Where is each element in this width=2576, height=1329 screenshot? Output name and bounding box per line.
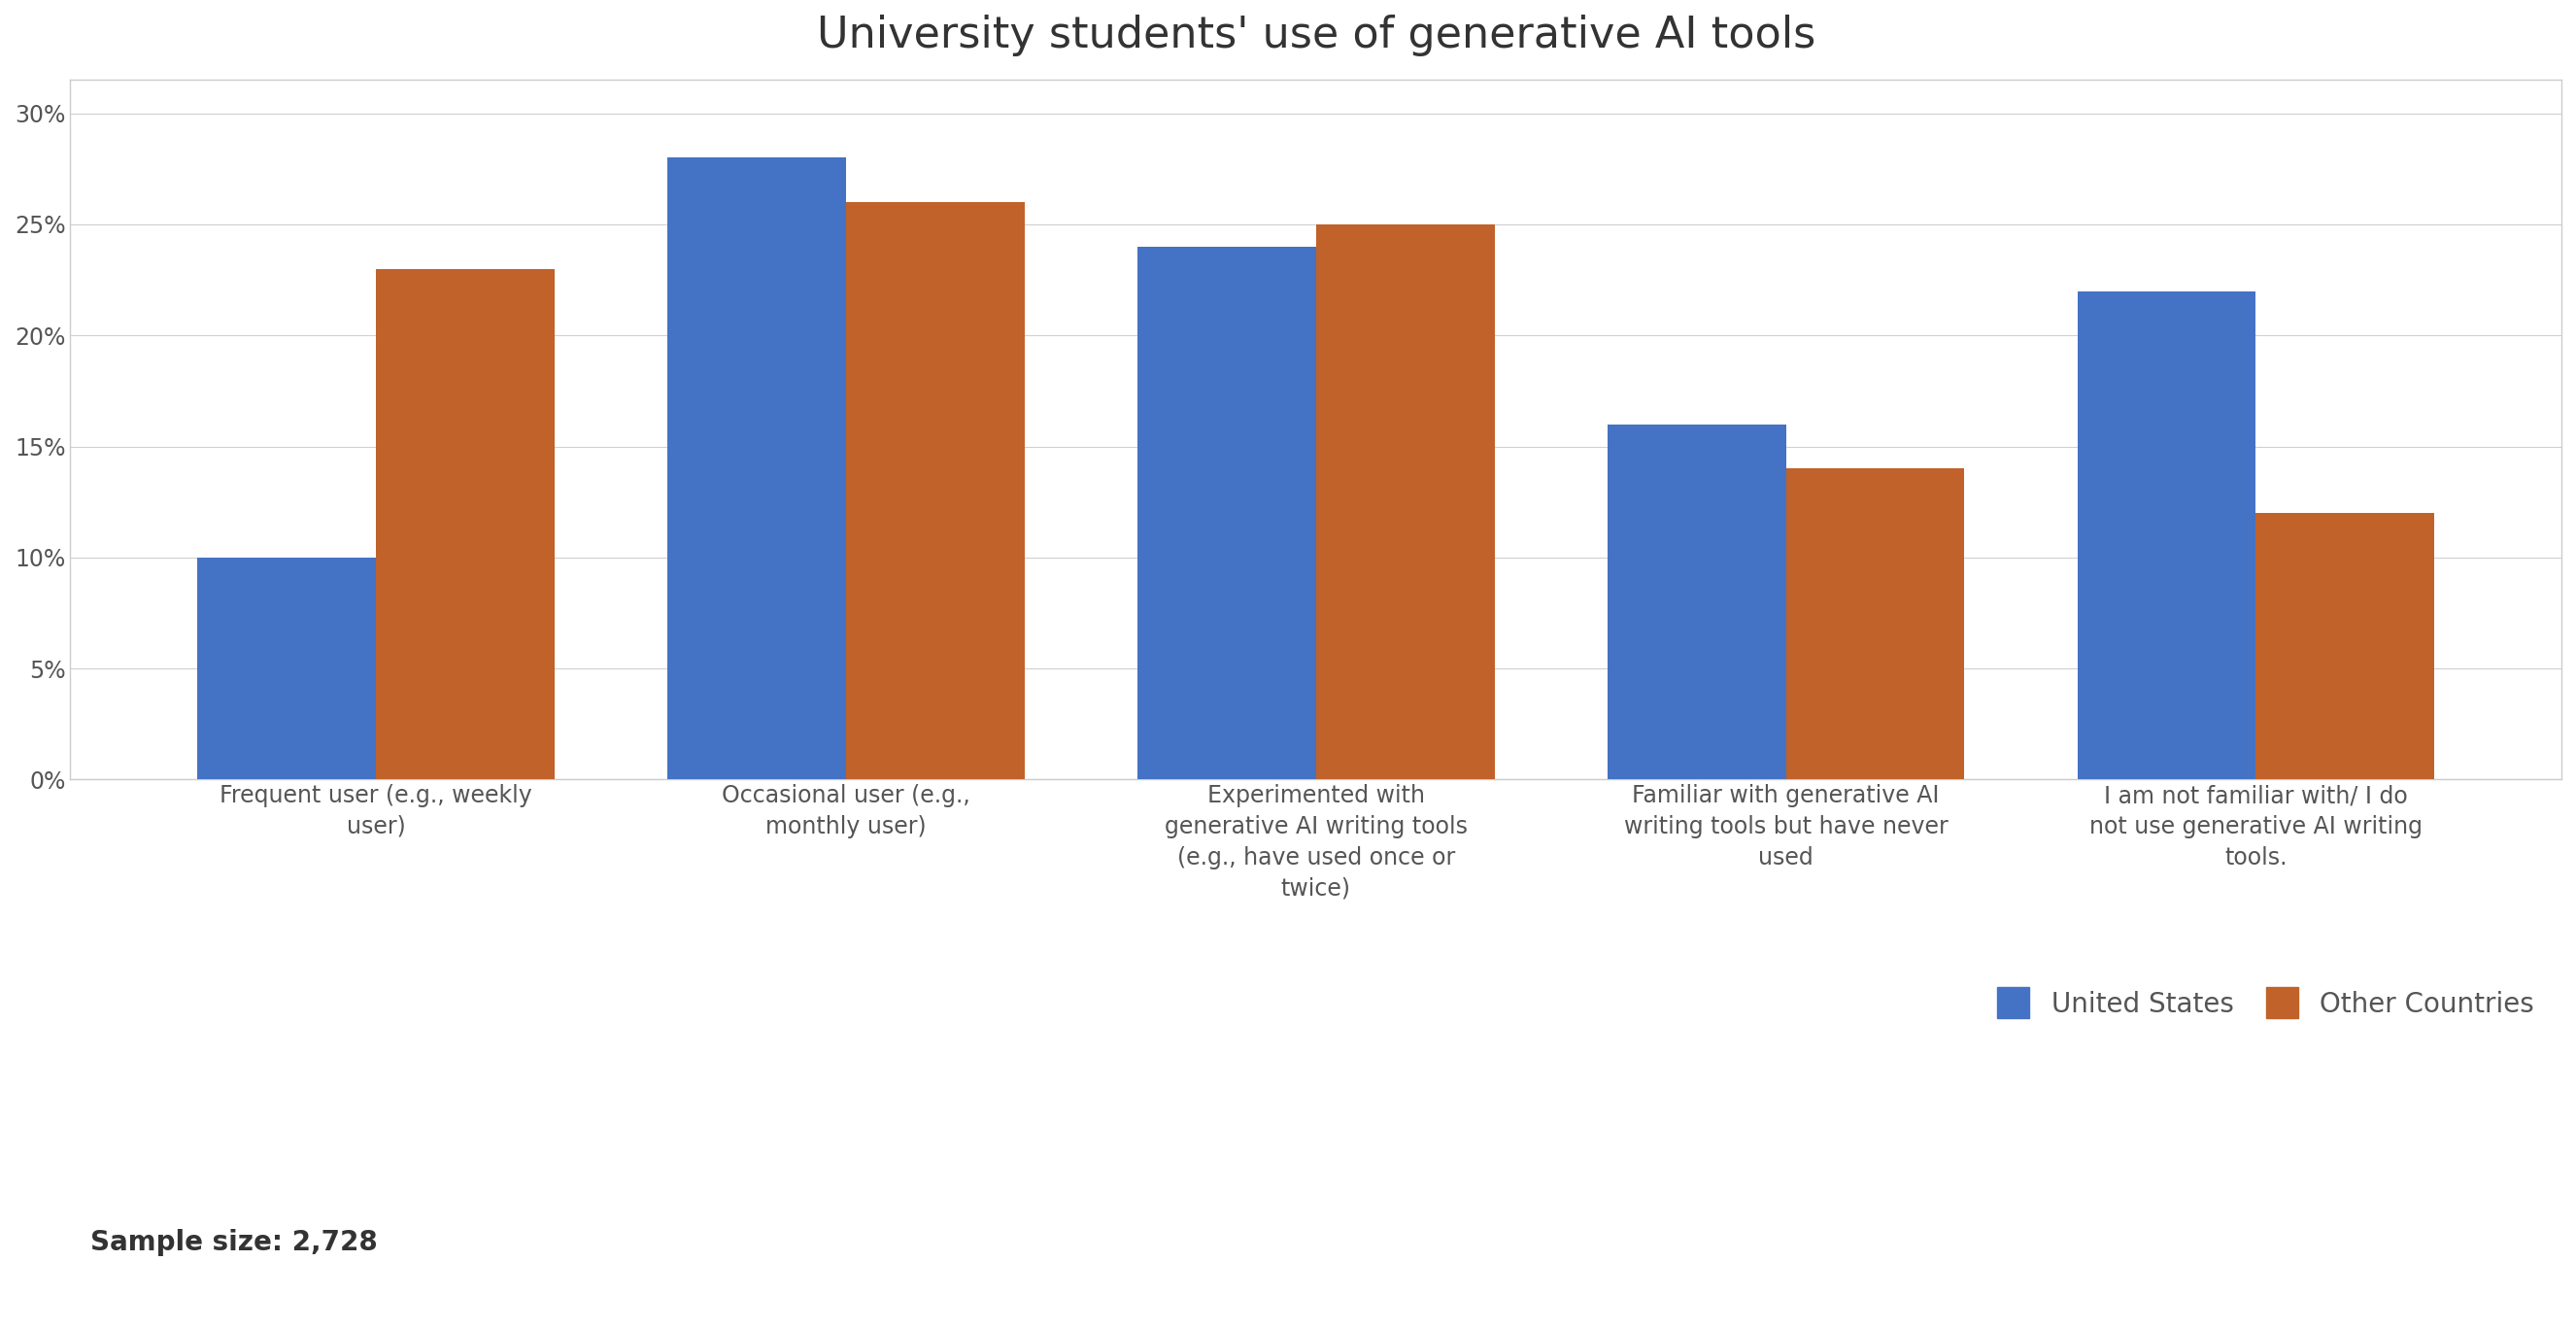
Bar (1316, 225, 1494, 780)
Bar (1139, 247, 1316, 780)
Bar (667, 158, 845, 780)
Title: University students' use of generative AI tools: University students' use of generative A… (817, 15, 1816, 56)
Bar (376, 268, 554, 780)
Bar (1607, 424, 1785, 780)
Bar (198, 557, 376, 780)
Bar (2257, 513, 2434, 780)
Bar (1785, 469, 1965, 780)
Bar (2076, 291, 2257, 780)
Legend: United States, Other Countries: United States, Other Countries (1984, 974, 2548, 1031)
Bar (845, 202, 1025, 780)
Text: Sample size: 2,728: Sample size: 2,728 (90, 1229, 379, 1256)
